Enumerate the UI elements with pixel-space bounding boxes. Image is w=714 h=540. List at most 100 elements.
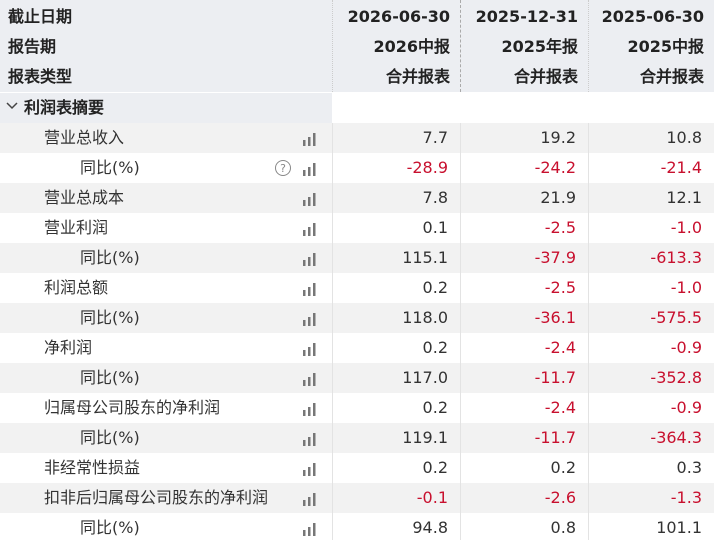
row-label: 营业总收入 <box>44 128 125 147</box>
chart-icon[interactable] <box>302 461 318 480</box>
chart-icon[interactable] <box>302 191 318 210</box>
column-border <box>588 453 589 483</box>
column-border <box>588 273 589 303</box>
row-value: 7.8 <box>422 188 448 207</box>
item-row: 营业总收入 7.7 19.2 10.8 <box>0 123 714 153</box>
row-label: 非经常性损益 <box>44 458 141 477</box>
item-row: 利润总额 0.2 -2.5 -1.0 <box>0 273 714 303</box>
column-border <box>460 453 461 483</box>
row-value: 0.2 <box>550 458 576 477</box>
row-value: -0.1 <box>416 488 448 507</box>
chart-icon-svg <box>303 133 316 146</box>
row-value: 0.8 <box>550 518 576 537</box>
row-value: -575.5 <box>650 308 702 327</box>
chart-icon[interactable] <box>302 491 318 510</box>
item-row: 营业总成本 7.8 21.9 12.1 <box>0 183 714 213</box>
row-label: 同比(%) <box>80 158 140 177</box>
row-value: -2.4 <box>544 338 576 357</box>
item-row: 非经常性损益 0.2 0.2 0.3 <box>0 453 714 483</box>
chart-icon-svg <box>303 463 316 476</box>
column-border <box>332 513 333 540</box>
column-border <box>460 393 461 423</box>
chart-icon[interactable] <box>302 431 318 450</box>
column-border <box>332 273 333 303</box>
row-value: -11.7 <box>534 368 576 387</box>
collapse-toggle[interactable] <box>6 93 18 123</box>
column-border <box>460 273 461 303</box>
row-value: -1.3 <box>670 488 702 507</box>
column-border <box>460 483 461 513</box>
row-value: 10.8 <box>666 128 702 147</box>
column-border <box>332 213 333 243</box>
row-value: 7.7 <box>422 128 448 147</box>
chevron[interactable] <box>6 101 18 111</box>
row-value: 12.1 <box>666 188 702 207</box>
row-label: 营业总成本 <box>44 188 125 207</box>
row-label: 同比(%) <box>80 368 140 387</box>
chart-icon[interactable] <box>302 521 318 540</box>
row-value: 101.1 <box>656 518 702 537</box>
row-label: 扣非后归属母公司股东的净利润 <box>44 488 269 507</box>
column-border <box>460 333 461 363</box>
column-border <box>588 483 589 513</box>
chart-icon[interactable] <box>302 131 318 150</box>
column-border <box>588 153 589 183</box>
row-value: -1.0 <box>670 278 702 297</box>
row-value: 19.2 <box>540 128 576 147</box>
row-value: -21.4 <box>660 158 702 177</box>
column-border <box>332 483 333 513</box>
header-row: 报告期 2026中报 2025年报 2025中报 <box>0 32 714 62</box>
row-label: 同比(%) <box>80 518 140 537</box>
chart-icon-svg <box>303 193 316 206</box>
column-border <box>332 333 333 363</box>
row-value: 0.2 <box>422 338 448 357</box>
row-value: -28.9 <box>406 158 448 177</box>
header-label: 报告期 <box>8 37 57 56</box>
yoy-row: 同比(%) 118.0 -36.1 -575.5 <box>0 303 714 333</box>
chart-icon[interactable] <box>302 161 318 180</box>
row-value: -36.1 <box>534 308 576 327</box>
row-value: -1.0 <box>670 218 702 237</box>
chart-icon[interactable] <box>302 341 318 360</box>
chart-icon[interactable] <box>302 281 318 300</box>
section-label: 利润表摘要 <box>24 98 105 117</box>
chart-icon-svg <box>303 223 316 236</box>
column-border <box>588 393 589 423</box>
column-border <box>460 423 461 453</box>
column-border <box>332 363 333 393</box>
column-border <box>588 183 589 213</box>
chart-icon[interactable] <box>302 251 318 270</box>
row-value: 118.0 <box>402 308 448 327</box>
chart-icon-svg <box>303 253 316 266</box>
row-value: -11.7 <box>534 428 576 447</box>
chart-icon[interactable] <box>302 371 318 390</box>
yoy-row: 同比(%) 117.0 -11.7 -352.8 <box>0 363 714 393</box>
column-border <box>460 213 461 243</box>
column-border <box>460 183 461 213</box>
chart-icon-svg <box>303 373 316 386</box>
header-bg <box>0 0 714 92</box>
help-icon[interactable]: ? <box>274 159 292 181</box>
column-border <box>588 423 589 453</box>
chart-icon[interactable] <box>302 311 318 330</box>
help-svg[interactable]: ? <box>274 159 292 177</box>
row-value: 0.3 <box>676 458 702 477</box>
row-label: 利润总额 <box>44 278 109 297</box>
header-divider <box>332 0 333 92</box>
item-row: 净利润 0.2 -2.4 -0.9 <box>0 333 714 363</box>
chart-icon-svg <box>303 283 316 296</box>
column-border <box>588 123 589 153</box>
chart-icon[interactable] <box>302 401 318 420</box>
row-value: -2.4 <box>544 398 576 417</box>
chart-icon[interactable] <box>302 221 318 240</box>
header-value: 2025-06-30 <box>601 7 704 26</box>
row-value: -2.5 <box>544 218 576 237</box>
row-value: -364.3 <box>650 428 702 447</box>
column-border <box>332 153 333 183</box>
header-value: 合并报表 <box>639 67 704 86</box>
column-border <box>332 183 333 213</box>
yoy-row: 同比(%)? -28.9 -24.2 -21.4 <box>0 153 714 183</box>
column-border <box>460 513 461 540</box>
row-value: 0.1 <box>422 218 448 237</box>
